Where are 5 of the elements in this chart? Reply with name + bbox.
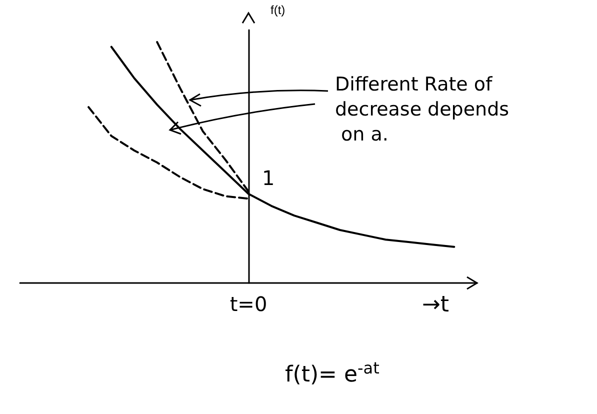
y-axis-title: f(t) — [270, 3, 286, 17]
annotation: 1 — [262, 166, 275, 190]
text: t=0 — [230, 292, 268, 316]
x-axis-title: →t — [422, 292, 450, 318]
annotation: Different Rate of decrease depends on a. — [335, 74, 510, 146]
